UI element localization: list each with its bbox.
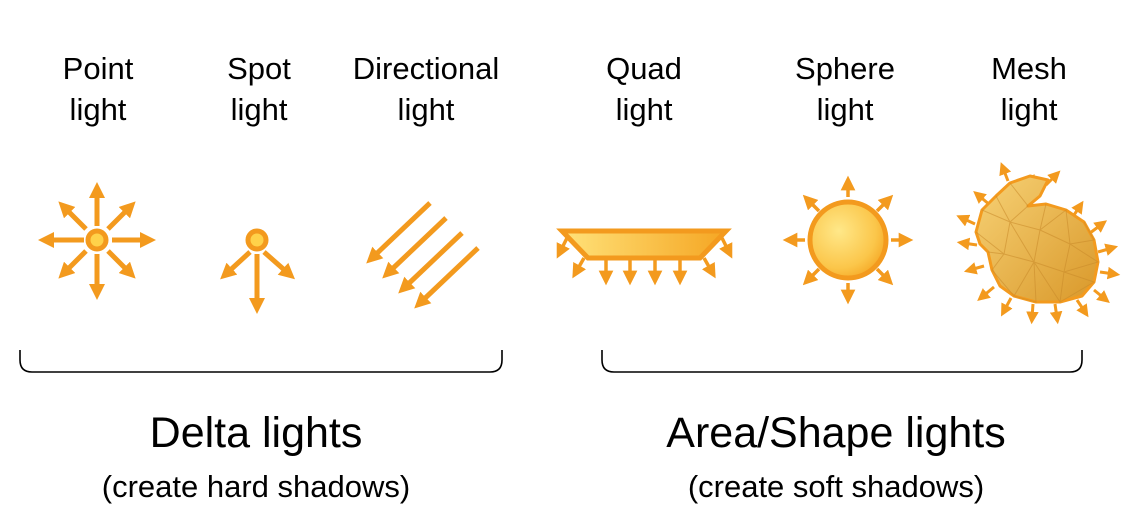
quad-light-label: Quad light (606, 48, 682, 130)
mesh-light-icon (956, 162, 1121, 325)
label-line: Spot (227, 51, 291, 86)
label-line: Sphere (795, 51, 895, 86)
label-line: Point (62, 51, 134, 86)
label-line: Mesh (991, 51, 1067, 86)
point-light-label: Point light (63, 48, 134, 130)
point-light-icon (37, 181, 157, 301)
directional-light-icon (366, 201, 480, 309)
delta-lights-subtitle: (create hard shadows) (101, 469, 411, 504)
area-lights-subtitle: (create soft shadows) (687, 469, 985, 504)
area-lights-brace (601, 350, 1083, 373)
label-line: light (230, 92, 288, 127)
area-lights-title: Area/Shape lights (666, 409, 1006, 457)
label-line: light (69, 92, 127, 127)
spot-light-icon (220, 228, 296, 315)
spot-light-label: Spot light (227, 48, 291, 130)
label-line: Quad (606, 51, 682, 86)
label-line: light (615, 92, 673, 127)
delta-lights-title: Delta lights (149, 409, 363, 457)
directional-light-label: Directional light (353, 48, 499, 130)
mesh-light-label: Mesh light (991, 48, 1067, 130)
label-line: light (397, 92, 455, 127)
label-line: light (816, 92, 874, 127)
quad-light-icon (556, 228, 733, 286)
sphere-light-icon (782, 175, 914, 305)
delta-lights-brace (19, 350, 503, 373)
label-line: light (1000, 92, 1058, 127)
sphere-light-label: Sphere light (795, 48, 895, 130)
label-line: Directional (352, 51, 500, 86)
